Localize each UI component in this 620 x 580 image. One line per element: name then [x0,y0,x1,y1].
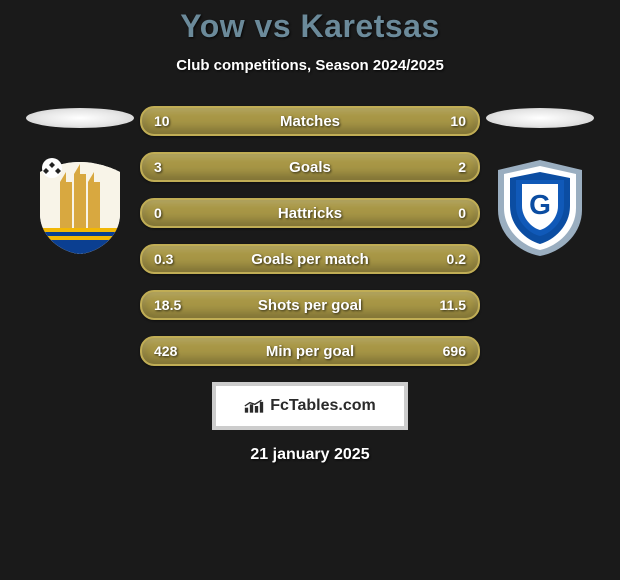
stat-left-value: 18.5 [154,297,181,313]
stat-bar: 428 Min per goal 696 [140,336,480,366]
stat-left-value: 10 [154,113,170,129]
stat-bar: 0 Hattricks 0 [140,198,480,228]
svg-text:G: G [529,189,551,220]
stat-right-value: 10 [450,113,466,129]
stat-left-value: 3 [154,159,162,175]
stat-label: Goals [289,159,331,176]
stat-bar: 10 Matches 10 [140,106,480,136]
comparison-card: Yow vs Karetsas Club competitions, Seaso… [0,0,620,580]
stat-label: Hattricks [278,205,342,222]
fctables-badge[interactable]: FcTables.com [212,382,408,430]
left-side [20,106,140,256]
stat-left-value: 0 [154,205,162,221]
stat-right-value: 0 [458,205,466,221]
left-pedestal [26,108,134,128]
right-pedestal [486,108,594,128]
stat-label: Shots per goal [258,297,362,314]
stat-bar: 3 Goals 2 [140,152,480,182]
stat-right-value: 0.2 [447,251,466,267]
stat-left-value: 0.3 [154,251,173,267]
stat-label: Goals per match [251,251,369,268]
stat-right-value: 2 [458,159,466,175]
stat-left-value: 428 [154,343,177,359]
stat-bar: 0.3 Goals per match 0.2 [140,244,480,274]
right-team-crest: G [492,156,588,256]
left-team-crest [32,156,128,256]
badge-text: FcTables.com [270,397,376,415]
chart-icon [244,398,264,414]
page-title: Yow vs Karetsas [0,8,620,45]
date-label: 21 january 2025 [0,446,620,464]
stat-bar: 18.5 Shots per goal 11.5 [140,290,480,320]
right-side: G [480,106,600,256]
stat-right-value: 696 [443,343,466,359]
subtitle: Club competitions, Season 2024/2025 [0,57,620,74]
stat-right-value: 11.5 [440,297,466,313]
stat-bars: 10 Matches 10 3 Goals 2 0 Hattricks 0 0.… [140,106,480,366]
stat-label: Matches [280,113,340,130]
stat-label: Min per goal [266,343,354,360]
content-row: 10 Matches 10 3 Goals 2 0 Hattricks 0 0.… [0,106,620,366]
